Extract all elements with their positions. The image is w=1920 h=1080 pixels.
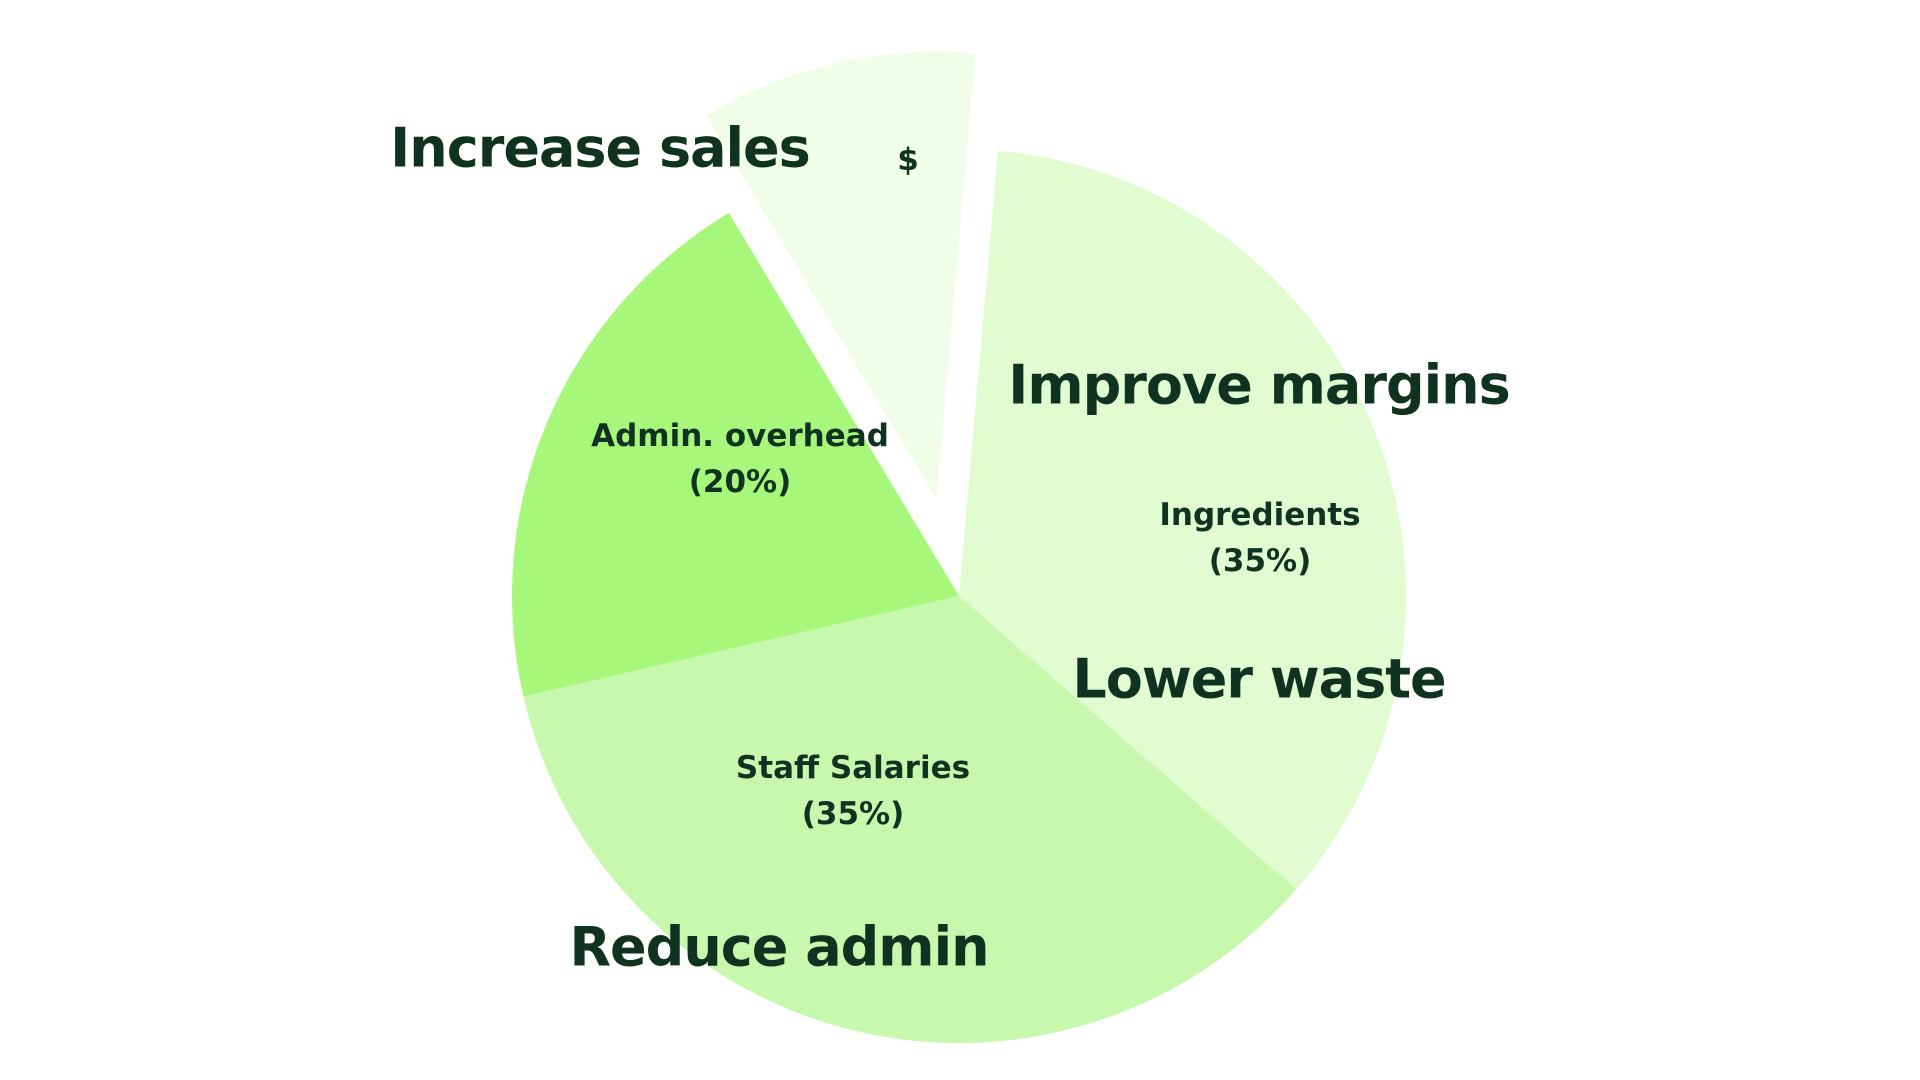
pie-slice bbox=[959, 150, 1406, 890]
slice-value-label: (35%) bbox=[1209, 543, 1312, 579]
slice-label: $ bbox=[897, 142, 919, 178]
slice-category: $ bbox=[897, 142, 919, 178]
slice-label: Ingredients (35%) bbox=[1159, 497, 1360, 579]
slice-category: Admin. overhead bbox=[591, 418, 889, 454]
annotation: Lower waste bbox=[1072, 648, 1445, 711]
slice-category: Staff Salaries bbox=[736, 750, 970, 786]
pie-slice bbox=[523, 596, 1297, 1043]
slice-value-label: (20%) bbox=[689, 464, 792, 500]
annotation: Reduce admin bbox=[569, 916, 988, 979]
slice-category: Ingredients bbox=[1159, 497, 1360, 533]
pie-slice bbox=[512, 212, 959, 697]
slice-label: Staff Salaries (35%) bbox=[736, 750, 970, 832]
annotation: Increase sales bbox=[390, 117, 810, 180]
annotation: Improve margins bbox=[1008, 354, 1509, 417]
pie-slice bbox=[706, 51, 976, 499]
slice-label: Admin. overhead (20%) bbox=[591, 418, 889, 500]
slice-value-label: (35%) bbox=[802, 796, 905, 832]
